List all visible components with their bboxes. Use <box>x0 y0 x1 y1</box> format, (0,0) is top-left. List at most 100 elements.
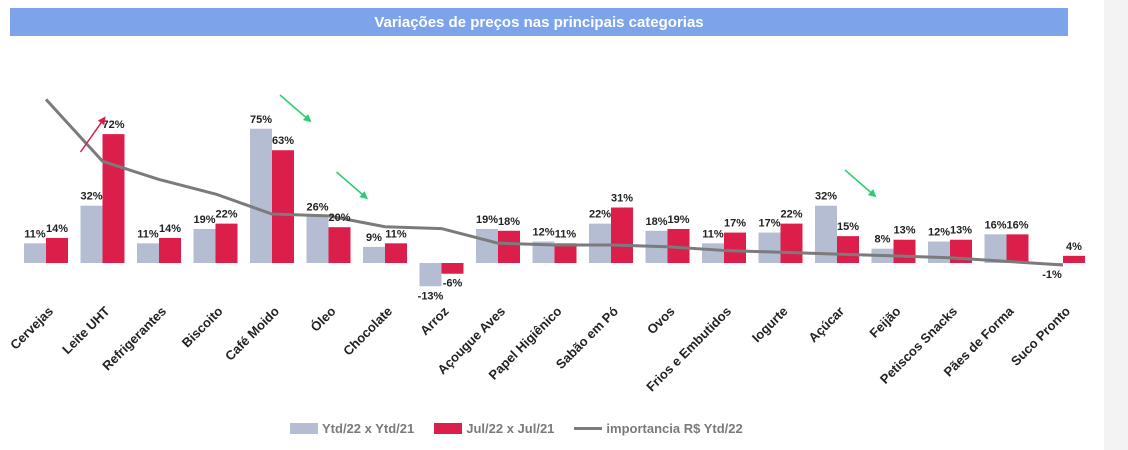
data-label-ytd: 26% <box>306 201 328 213</box>
category-label: Café Moido <box>222 303 282 363</box>
data-label-jul: 19% <box>667 214 689 226</box>
bar-jul <box>272 150 294 263</box>
bar-ytd <box>419 263 442 287</box>
legend: Ytd/22 x Ytd/21 Jul/22 x Jul/21 importan… <box>290 421 763 436</box>
data-label-ytd: 11% <box>24 228 46 240</box>
data-label-jul: -6% <box>443 278 463 290</box>
bar-jul <box>724 232 746 263</box>
data-label-ytd: 32% <box>815 191 837 203</box>
bar-jul <box>1006 234 1029 263</box>
data-label-jul: 72% <box>102 119 124 131</box>
data-label-ytd: 18% <box>645 216 667 228</box>
chart-canvas: 11% 14%32%72%11% 14%19% 22%75%63%26%20%9% 11… <box>7 94 1085 394</box>
bar-ytd <box>476 228 498 263</box>
bar-jul <box>328 227 351 263</box>
bar-ytd <box>306 216 329 263</box>
legend-swatch-series2 <box>434 423 463 434</box>
data-label-ytd: 16% <box>984 219 1006 231</box>
bar-jul <box>667 228 690 263</box>
data-label-jul: 16% <box>1006 219 1028 231</box>
bar-ytd <box>80 205 103 263</box>
bar-ytd <box>815 205 837 263</box>
bar-jul <box>611 207 633 263</box>
chart-title: Variações de preços nas principais categ… <box>10 8 1068 36</box>
category-label: Feijão <box>866 303 903 340</box>
data-label-jul: 18% <box>498 216 520 228</box>
data-label-jul: 13% <box>950 225 972 237</box>
data-label-ytd: 9% <box>366 232 382 244</box>
data-label-ytd: 11% <box>702 228 724 240</box>
data-label-jul: 63% <box>272 135 294 147</box>
data-label-jul: 14% <box>159 223 181 235</box>
category-label: Iogurte <box>749 304 791 346</box>
data-label-ytd: 11% <box>137 228 159 240</box>
bar-jul <box>498 230 520 263</box>
legend-label-series1: Ytd/22 x Ytd/21 <box>322 421 415 436</box>
bar-ytd <box>250 128 272 263</box>
data-label-ytd: -13% <box>418 290 444 302</box>
bar-ytd <box>532 241 555 263</box>
data-label-jul: 17% <box>724 218 746 230</box>
bar-jul <box>780 223 803 263</box>
data-label-jul: 15% <box>837 221 859 233</box>
trend-arrow-down <box>279 94 312 123</box>
bar-jul <box>215 223 238 263</box>
category-label: Leite UHT <box>59 303 113 357</box>
bar-jul <box>554 243 577 263</box>
bar-jul <box>385 243 407 263</box>
bar-jul <box>441 263 464 274</box>
legend-label-line: importancia R$ Ytd/22 <box>606 421 743 436</box>
bar-ytd <box>363 246 385 263</box>
legend-label-series2: Jul/22 x Jul/21 <box>466 421 555 436</box>
bar-jul <box>102 134 125 263</box>
data-label-ytd: 8% <box>875 234 891 246</box>
data-label-jul: 22% <box>780 209 802 221</box>
category-label: Ovos <box>644 304 678 338</box>
bar-ytd <box>137 243 159 263</box>
data-label-ytd: -1% <box>1042 269 1062 281</box>
legend-swatch-line <box>574 427 603 430</box>
legend-item-series2: Jul/22 x Jul/21 <box>434 421 554 436</box>
data-label-ytd: 32% <box>80 191 102 203</box>
bar-jul <box>46 237 68 263</box>
category-label: Biscoito <box>179 303 226 350</box>
legend-item-series1: Ytd/22 x Ytd/21 <box>290 421 414 436</box>
trend-arrow-down <box>336 171 369 200</box>
category-label: Arroz <box>417 303 452 338</box>
data-label-ytd: 22% <box>589 209 611 221</box>
data-label-jul: 31% <box>611 193 633 205</box>
bar-jul <box>837 236 859 263</box>
bar-ytd <box>928 241 950 263</box>
bar-ytd <box>193 228 216 263</box>
bar-ytd <box>589 223 611 263</box>
bar-jul <box>893 239 916 263</box>
bar-ytd <box>984 234 1007 263</box>
trend-arrow-up <box>79 116 106 153</box>
data-label-jul: 22% <box>215 209 237 221</box>
side-strip <box>1104 0 1128 450</box>
data-label-ytd: 12% <box>928 227 950 239</box>
bar-ytd <box>758 232 781 263</box>
bar-jul <box>159 237 181 263</box>
category-label: Chocolate <box>340 304 395 359</box>
category-label: Suco Pronto <box>1008 303 1073 368</box>
data-label-jul: 11% <box>555 228 577 240</box>
data-label-ytd: 19% <box>193 214 215 226</box>
bar-jul <box>1063 255 1085 263</box>
data-label-ytd: 12% <box>532 227 554 239</box>
data-label-jul: 20% <box>328 212 350 224</box>
category-label: Açúcar <box>805 304 847 346</box>
data-label-jul: 14% <box>46 223 68 235</box>
data-label-ytd: 19% <box>476 214 498 226</box>
data-label-jul: 4% <box>1066 241 1082 253</box>
bar-ytd <box>24 243 46 263</box>
bar-ytd <box>702 243 724 263</box>
data-label-jul: 13% <box>893 225 915 237</box>
legend-swatch-series1 <box>290 423 318 434</box>
data-label-ytd: 75% <box>250 114 272 126</box>
data-label-ytd: 17% <box>758 218 780 230</box>
legend-item-line: importancia R$ Ytd/22 <box>574 421 743 436</box>
data-label-jul: 11% <box>385 228 407 240</box>
importance-line <box>44 98 1064 267</box>
category-label: Cervejas <box>7 304 56 353</box>
